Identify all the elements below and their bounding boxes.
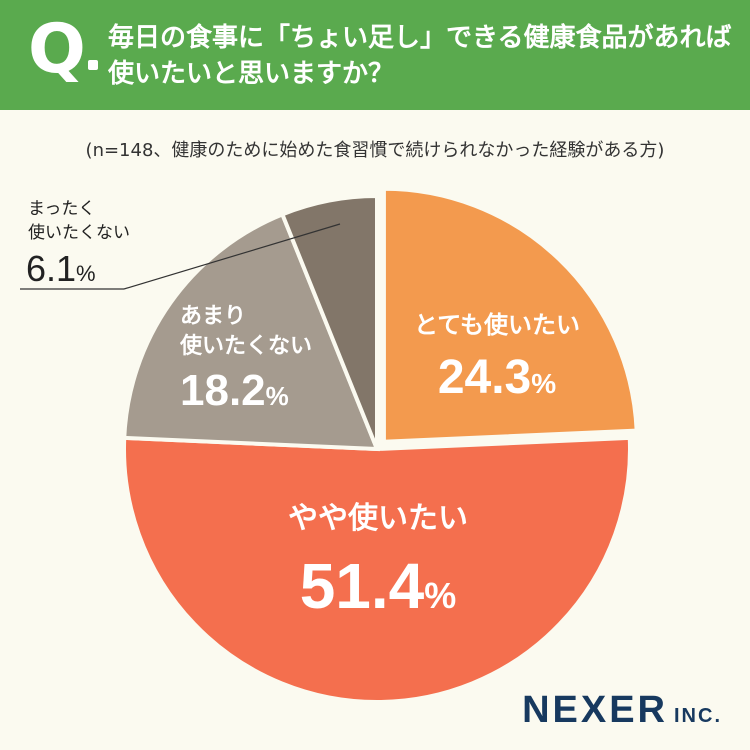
slice-label-not-really-want-1: あまり — [180, 304, 246, 329]
value-number: 51.4 — [300, 550, 425, 622]
value-number: 18.2 — [180, 366, 266, 415]
slice-label-very-want: とても使いたい — [414, 311, 580, 339]
slice-label-not-at-all-2: 使いたくない — [28, 222, 130, 243]
percent-sign: % — [266, 381, 289, 411]
slice-value-not-at-all: 6.1% — [26, 248, 96, 289]
logo-name: NEXER — [522, 689, 668, 731]
percent-sign: % — [531, 368, 556, 399]
percent-sign: % — [424, 575, 456, 616]
percent-sign: % — [76, 261, 96, 286]
value-number: 6.1 — [26, 248, 76, 289]
slice-label-not-at-all-1: まったく — [28, 199, 95, 219]
slice-label-somewhat-want: やや使いたい — [288, 501, 468, 536]
value-number: 24.3 — [438, 351, 531, 404]
nexer-logo: NEXER INC. — [522, 689, 722, 732]
logo-suffix: INC. — [674, 705, 722, 727]
slice-label-not-really-want-2: 使いたくない — [179, 334, 312, 359]
